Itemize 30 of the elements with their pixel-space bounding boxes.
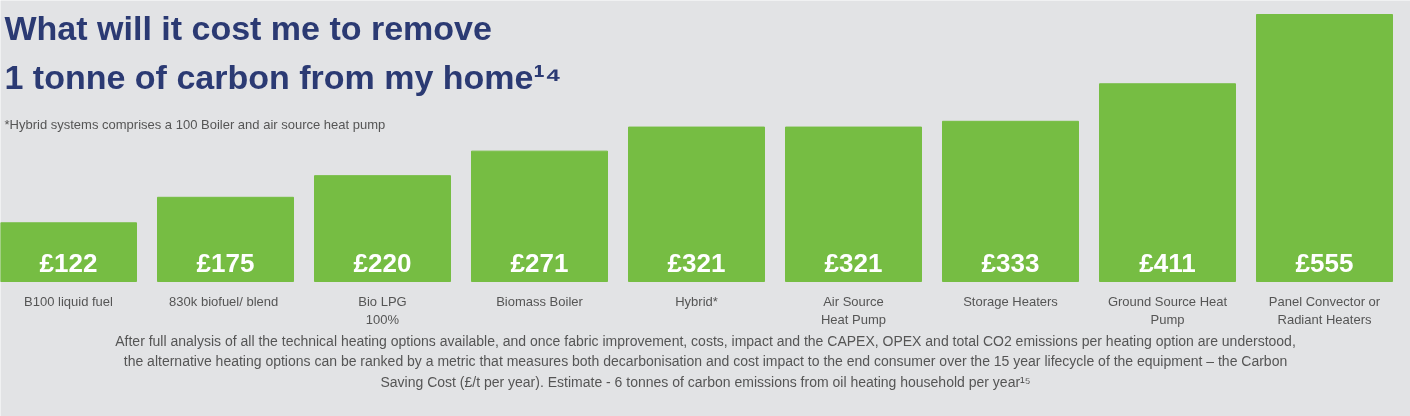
data-label: £333 <box>981 247 1040 278</box>
bar <box>314 175 451 282</box>
x-tick-label: Storage Heaters <box>963 293 1059 309</box>
bar <box>157 196 294 282</box>
bar <box>1099 83 1236 282</box>
x-tick-label: Ground Source Heat Pump <box>1107 293 1228 327</box>
bar <box>0 222 137 282</box>
data-label: £220 <box>353 247 412 278</box>
text: What will it cost me to remove 1 tonne of carbon from my home¹⁴ <box>4 8 562 96</box>
bar <box>785 126 922 282</box>
x-tick-label: Bio LPG 100% <box>358 293 407 327</box>
x-tick-label: Panel Convector or Radiant Heaters <box>1268 293 1381 327</box>
x-tick-label: 830k biofuel/ blend <box>169 293 279 309</box>
bar <box>628 126 765 282</box>
data-label: £555 <box>1295 247 1354 278</box>
data-label: £411 <box>1139 247 1196 278</box>
data-label: £321 <box>824 247 883 278</box>
x-tick-label: Biomass Boiler <box>496 293 584 309</box>
x-tick-label: B100 liquid fuel <box>24 293 114 309</box>
bar <box>1256 14 1393 282</box>
data-label: £321 <box>667 247 726 278</box>
data-label: £175 <box>196 247 255 278</box>
x-tick-label: Air Source Heat Pump <box>820 293 887 327</box>
bar <box>471 150 608 282</box>
text: After full analysis of all the technical heating options available, and once fabric improvement, costs, impact and the CAPEX, OPEX and total CO2 emissions per heating option are understood, the alternative heating options can be ranked by a metric that measures both decarbonisation and cost impact to the end consumer over the 15 year lifecycle of the equipment – the Carbon Saving Cost (£/t per year). Estimate - 6 tonnes of carbon emissions from oil heating household per year¹⁵ <box>115 332 1296 391</box>
data-label: £122 <box>39 247 98 278</box>
bar <box>942 120 1079 282</box>
x-tick-label: Hybrid* <box>675 293 718 309</box>
text: *Hybrid systems comprises a 100 Boiler and air source heat pump <box>4 116 386 132</box>
data-label: £271 <box>510 247 569 278</box>
